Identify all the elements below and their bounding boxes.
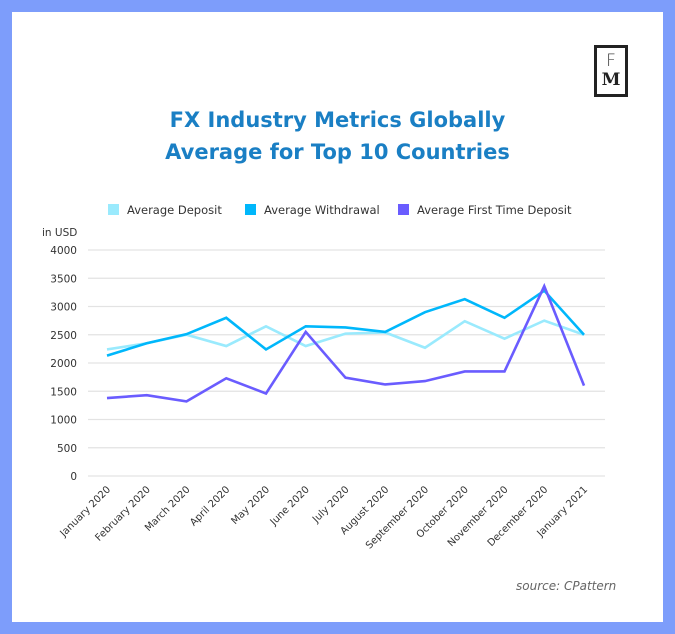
logo-letter-f: F	[606, 51, 616, 71]
chart-card	[12, 12, 663, 622]
logo-letter-m: M	[601, 70, 621, 90]
y-tick-label: 3000	[50, 302, 77, 314]
source-note: source: CPattern	[516, 579, 617, 593]
y-tick-label: 4000	[50, 245, 77, 257]
y-tick-label: 500	[57, 443, 77, 455]
y-tick-label: 1000	[50, 415, 77, 427]
legend-label: Average Withdrawal	[264, 203, 380, 217]
x-tick-label: June 2020	[268, 484, 312, 528]
legend-swatch	[398, 204, 409, 215]
series-line-average-withdrawal	[106, 288, 585, 357]
legend-swatch	[108, 204, 119, 215]
x-tick-label: April 2020	[188, 484, 232, 528]
chart-title: FX Industry Metrics Globally Average for…	[0, 104, 675, 168]
y-tick-label: 3500	[50, 273, 77, 285]
legend-label: Average Deposit	[127, 203, 222, 217]
y-tick-label: 2500	[50, 330, 77, 342]
title-line-1: FX Industry Metrics Globally	[169, 108, 506, 132]
y-tick-label: 1500	[50, 386, 77, 398]
y-tick-label: 2000	[50, 358, 77, 370]
x-tick-label: May 2020	[229, 484, 272, 527]
x-tick-label: July 2020	[310, 484, 351, 525]
legend-label: Average First Time Deposit	[417, 203, 572, 217]
y-axis-label: in USD	[42, 227, 77, 239]
legend-swatch	[245, 204, 256, 215]
fm-logo: F M	[594, 45, 628, 97]
y-tick-label: 0	[70, 471, 77, 483]
series-line-average-first-time-deposit	[106, 282, 586, 403]
title-line-2: Average for Top 10 Countries	[165, 140, 510, 164]
